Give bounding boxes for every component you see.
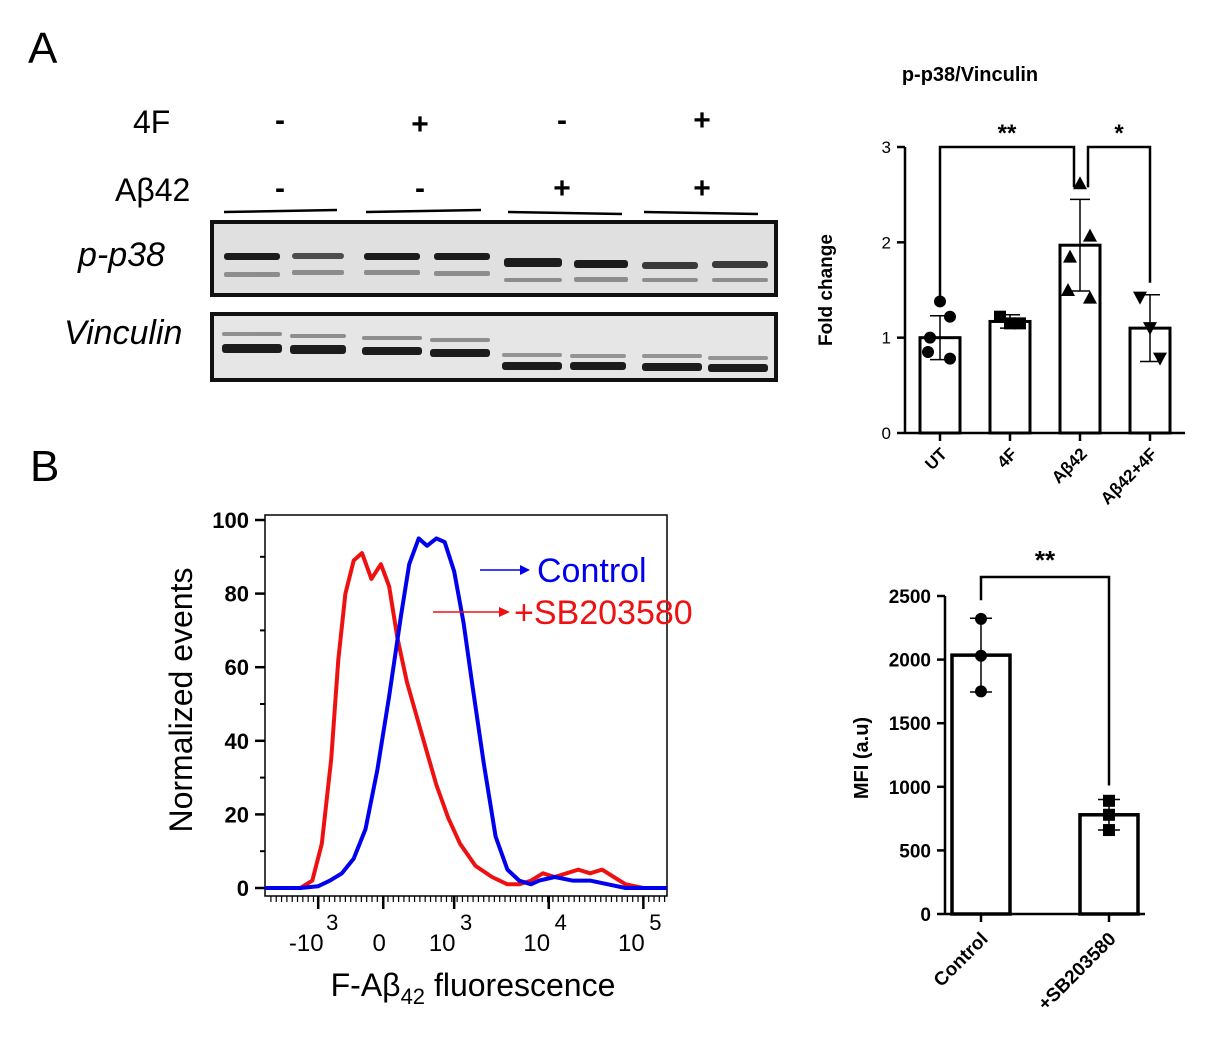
sign-abeta-1: - [275, 172, 285, 205]
p-p38-bands [214, 224, 774, 293]
chart-c-point [975, 649, 987, 662]
chart-b-y-tick-label: 100 [212, 508, 249, 533]
chart-c-y-tick-label: 500 [899, 841, 931, 862]
chart-b-legend-control-arrow [520, 565, 530, 575]
chart-c-y-tick-label: 2500 [889, 587, 931, 608]
chart-c-point [1103, 808, 1115, 821]
chart-a-significance-bracket [1086, 145, 1152, 283]
sign-4f-1: - [275, 104, 285, 137]
chart-b-y-tick-label: 60 [225, 655, 249, 680]
chart-c-x-tick-label: +SB203580 [1034, 929, 1120, 1015]
chart-b-x-tick-exponent: 3 [460, 910, 472, 935]
chart-a-point [944, 310, 956, 323]
chart-b-frame [264, 514, 668, 897]
chart-b-legend-treated-label: +SB203580 [514, 594, 693, 632]
chart-c-point [975, 685, 987, 698]
chart-b-y-tick-label: 20 [225, 802, 249, 827]
chart-c-point [1103, 794, 1115, 807]
chart-c-point [975, 612, 987, 625]
chart-a-significance-label: ** [998, 120, 1017, 147]
chart-a-y-tick-label: 3 [882, 138, 891, 157]
chart-a-y-tick-label: 0 [882, 424, 891, 443]
chart-c-y-tick-label: 1000 [889, 778, 931, 799]
chart-b-legend-control-label: Control [537, 552, 647, 590]
treatment-label-abeta42: Aβ42 [115, 172, 191, 208]
chart-c-y-axis-label: MFI (a.u) [851, 717, 873, 799]
chart-b-x-tick-label: 0 [373, 930, 386, 957]
chart-b-x-tick-label: 10 [523, 930, 550, 957]
chart-a-point [944, 352, 956, 365]
chart-a-point [1073, 176, 1087, 190]
panel-b-letter: B [30, 442, 60, 491]
chart-a-point [1063, 249, 1077, 263]
chart-b-legend-treated-arrow [499, 607, 510, 617]
vinculin-blot-image [210, 312, 778, 382]
sign-abeta-3: + [553, 172, 571, 205]
chart-a-title: p-p38/Vinculin [902, 64, 1038, 86]
chart-b-x-tick-label: -10 [289, 930, 324, 957]
blot-label-p-p38: p-p38 [78, 236, 165, 274]
chart-a-point [1133, 291, 1147, 305]
chart-b-x-tick-exponent: 3 [326, 910, 338, 935]
chart-a-x-tick-label: UT [921, 444, 951, 474]
chart-a-significance-label: * [1114, 120, 1124, 147]
chart-a-x-tick-label: Aβ42+4F [1097, 444, 1161, 508]
chart-c-y-tick-label: 0 [920, 905, 931, 926]
chart-a-x-tick-label: Aβ42 [1048, 444, 1091, 487]
sign-abeta-2: - [415, 172, 425, 205]
chart-b-series-control [265, 536, 667, 890]
treatment-label-4f: 4F [133, 104, 171, 140]
chart-a-y-tick-label: 2 [882, 233, 891, 252]
chart-a-point [1004, 317, 1016, 330]
lane-group-lines [223, 208, 759, 216]
chart-a-point [922, 345, 934, 358]
chart-c-significance-bracket [979, 575, 1111, 786]
chart-c-x-tick-label: Control [930, 929, 993, 992]
chart-a-point [1083, 228, 1097, 242]
chart-p-p38-vinculin: p-p38/Vinculin Fold change 0 1 2 3 UT 4F Aβ42 Aβ4… [816, 64, 1185, 508]
chart-a-significance-bracket [938, 145, 1076, 304]
chart-b-x-tick-exponent: 4 [555, 910, 567, 935]
chart-a-point [1153, 352, 1167, 366]
chart-c-point [1103, 824, 1115, 837]
chart-a-point [1014, 317, 1026, 330]
chart-a-y-axis-label: Fold change [816, 234, 837, 346]
sign-4f-3: - [557, 104, 567, 137]
chart-b-series-sb203580 [265, 551, 667, 890]
chart-c-bar-0 [950, 653, 1012, 916]
chart-a-x-tick-label: 4F [993, 444, 1020, 471]
sign-4f-4: + [693, 104, 711, 137]
vinculin-bands [214, 316, 774, 378]
chart-b-y-axis-label: Normalized events [163, 568, 199, 833]
chart-b-x-tick-label: 10 [429, 930, 456, 957]
p-p38-blot-image [210, 220, 778, 297]
sign-abeta-4: + [693, 172, 711, 205]
chart-a-point [1083, 290, 1097, 304]
chart-c-significance-label: ** [1035, 545, 1056, 575]
chart-a-point [924, 331, 936, 344]
chart-a-point [994, 310, 1006, 323]
panel-a-letter: A [28, 24, 58, 73]
chart-b-x-tick-label: 10 [618, 930, 645, 957]
chart-c-y-tick-label: 1500 [889, 714, 931, 735]
chart-c-y-tick-label: 2000 [889, 651, 931, 672]
chart-b-x-axis-label: F-Aβ42 fluorescence [331, 967, 616, 1009]
chart-b-y-tick-label: 0 [237, 876, 249, 901]
chart-b-y-tick-label: 80 [225, 582, 249, 607]
chart-a-point [1061, 283, 1075, 296]
chart-mfi: MFI (a.u) 0 500 1000 1500 2000 2500 Control +SB2… [851, 545, 1145, 1015]
chart-a-bar-1 [988, 319, 1032, 435]
chart-b-y-tick-label: 40 [225, 729, 249, 754]
sign-4f-2: + [411, 108, 429, 141]
blot-label-vinculin: Vinculin [64, 314, 183, 352]
chart-a-point [1143, 322, 1157, 336]
chart-b-x-tick-exponent: 5 [649, 910, 661, 935]
chart-a-y-tick-label: 1 [882, 329, 891, 348]
